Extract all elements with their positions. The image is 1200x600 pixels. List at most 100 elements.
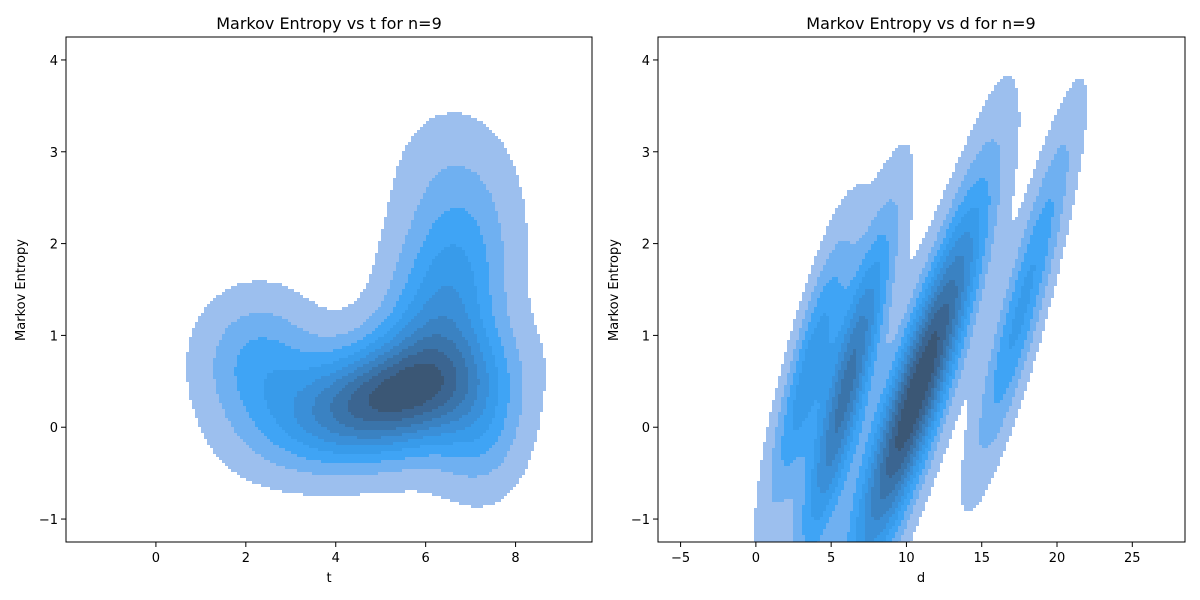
density-cell (393, 196, 396, 199)
density-cell (270, 355, 273, 358)
density-cell (459, 307, 462, 310)
density-cell (189, 346, 192, 349)
density-cell (387, 235, 390, 238)
density-cell (411, 157, 414, 160)
density-cell (474, 223, 477, 226)
density-cell (288, 346, 291, 349)
density-cell (318, 322, 321, 325)
density-cell (483, 214, 486, 217)
density-cell (282, 319, 285, 322)
density-cell (309, 307, 312, 310)
density-cell (240, 343, 243, 346)
density-cell (429, 322, 432, 325)
density-cell (522, 256, 525, 259)
density-cell (435, 289, 438, 292)
density-cell (393, 244, 396, 247)
density-cell (447, 313, 450, 316)
density-cell (297, 295, 300, 298)
density-cell (339, 310, 342, 313)
density-cell (327, 328, 330, 331)
density-cell (462, 202, 465, 205)
density-cell (486, 181, 489, 184)
density-cell (453, 268, 456, 271)
density-cell (393, 268, 396, 271)
density-cell (462, 220, 465, 223)
density-cell (471, 166, 474, 169)
density-cell (495, 274, 498, 277)
density-cell (387, 217, 390, 220)
density-cell (330, 316, 333, 319)
density-cell (369, 349, 372, 352)
density-cell (423, 286, 426, 289)
density-cell (375, 352, 378, 355)
density-cell (333, 331, 336, 334)
density-cell (453, 136, 456, 139)
density-cell (498, 292, 501, 295)
density-cell (513, 268, 516, 271)
density-cell (438, 256, 441, 259)
density-cell (339, 325, 342, 328)
density-cell (252, 334, 255, 337)
density-cell (513, 280, 516, 283)
density-cell (348, 307, 351, 310)
density-cell (453, 148, 456, 151)
density-cell (219, 313, 222, 316)
density-cell (456, 187, 459, 190)
density-cell (396, 298, 399, 301)
density-cell (258, 313, 261, 316)
density-cell (450, 349, 453, 352)
density-cell (444, 304, 447, 307)
density-cell (462, 292, 465, 295)
density-cell (405, 154, 408, 157)
density-cell (507, 307, 510, 310)
density-cell (399, 274, 402, 277)
density-cell (444, 124, 447, 127)
density-cell (408, 172, 411, 175)
density-cell (507, 349, 510, 352)
density-cell (495, 175, 498, 178)
density-cell (426, 136, 429, 139)
density-cell (519, 334, 522, 337)
density-cell (483, 328, 486, 331)
density-cell (264, 301, 267, 304)
density-cell (369, 274, 372, 277)
density-cell (465, 175, 468, 178)
density-cell (405, 184, 408, 187)
density-cell (270, 325, 273, 328)
density-cell (474, 334, 477, 337)
density-cell (501, 160, 504, 163)
density-cell (483, 163, 486, 166)
density-cell (483, 283, 486, 286)
density-cell (396, 241, 399, 244)
density-cell (453, 355, 456, 358)
density-cell (288, 358, 291, 361)
density-cell (477, 337, 480, 340)
density-cell (312, 355, 315, 358)
density-cell (504, 166, 507, 169)
density-cell (483, 289, 486, 292)
density-cell (432, 151, 435, 154)
density-cell (435, 259, 438, 262)
density-cell (414, 217, 417, 220)
density-cell (477, 133, 480, 136)
density-cell (282, 316, 285, 319)
density-cell (507, 181, 510, 184)
density-cell (474, 301, 477, 304)
density-cell (426, 301, 429, 304)
density-cell (330, 355, 333, 358)
density-cell (492, 352, 495, 355)
density-cell (312, 337, 315, 340)
density-cell (438, 127, 441, 130)
density-cell (498, 262, 501, 265)
density-cell (495, 271, 498, 274)
density-cell (390, 313, 393, 316)
density-cell (447, 274, 450, 277)
density-cell (222, 301, 225, 304)
density-cell (474, 139, 477, 142)
density-cell (423, 187, 426, 190)
density-cell (402, 190, 405, 193)
density-cell (519, 229, 522, 232)
density-cell (462, 274, 465, 277)
density-cell (525, 289, 528, 292)
density-cell (444, 172, 447, 175)
